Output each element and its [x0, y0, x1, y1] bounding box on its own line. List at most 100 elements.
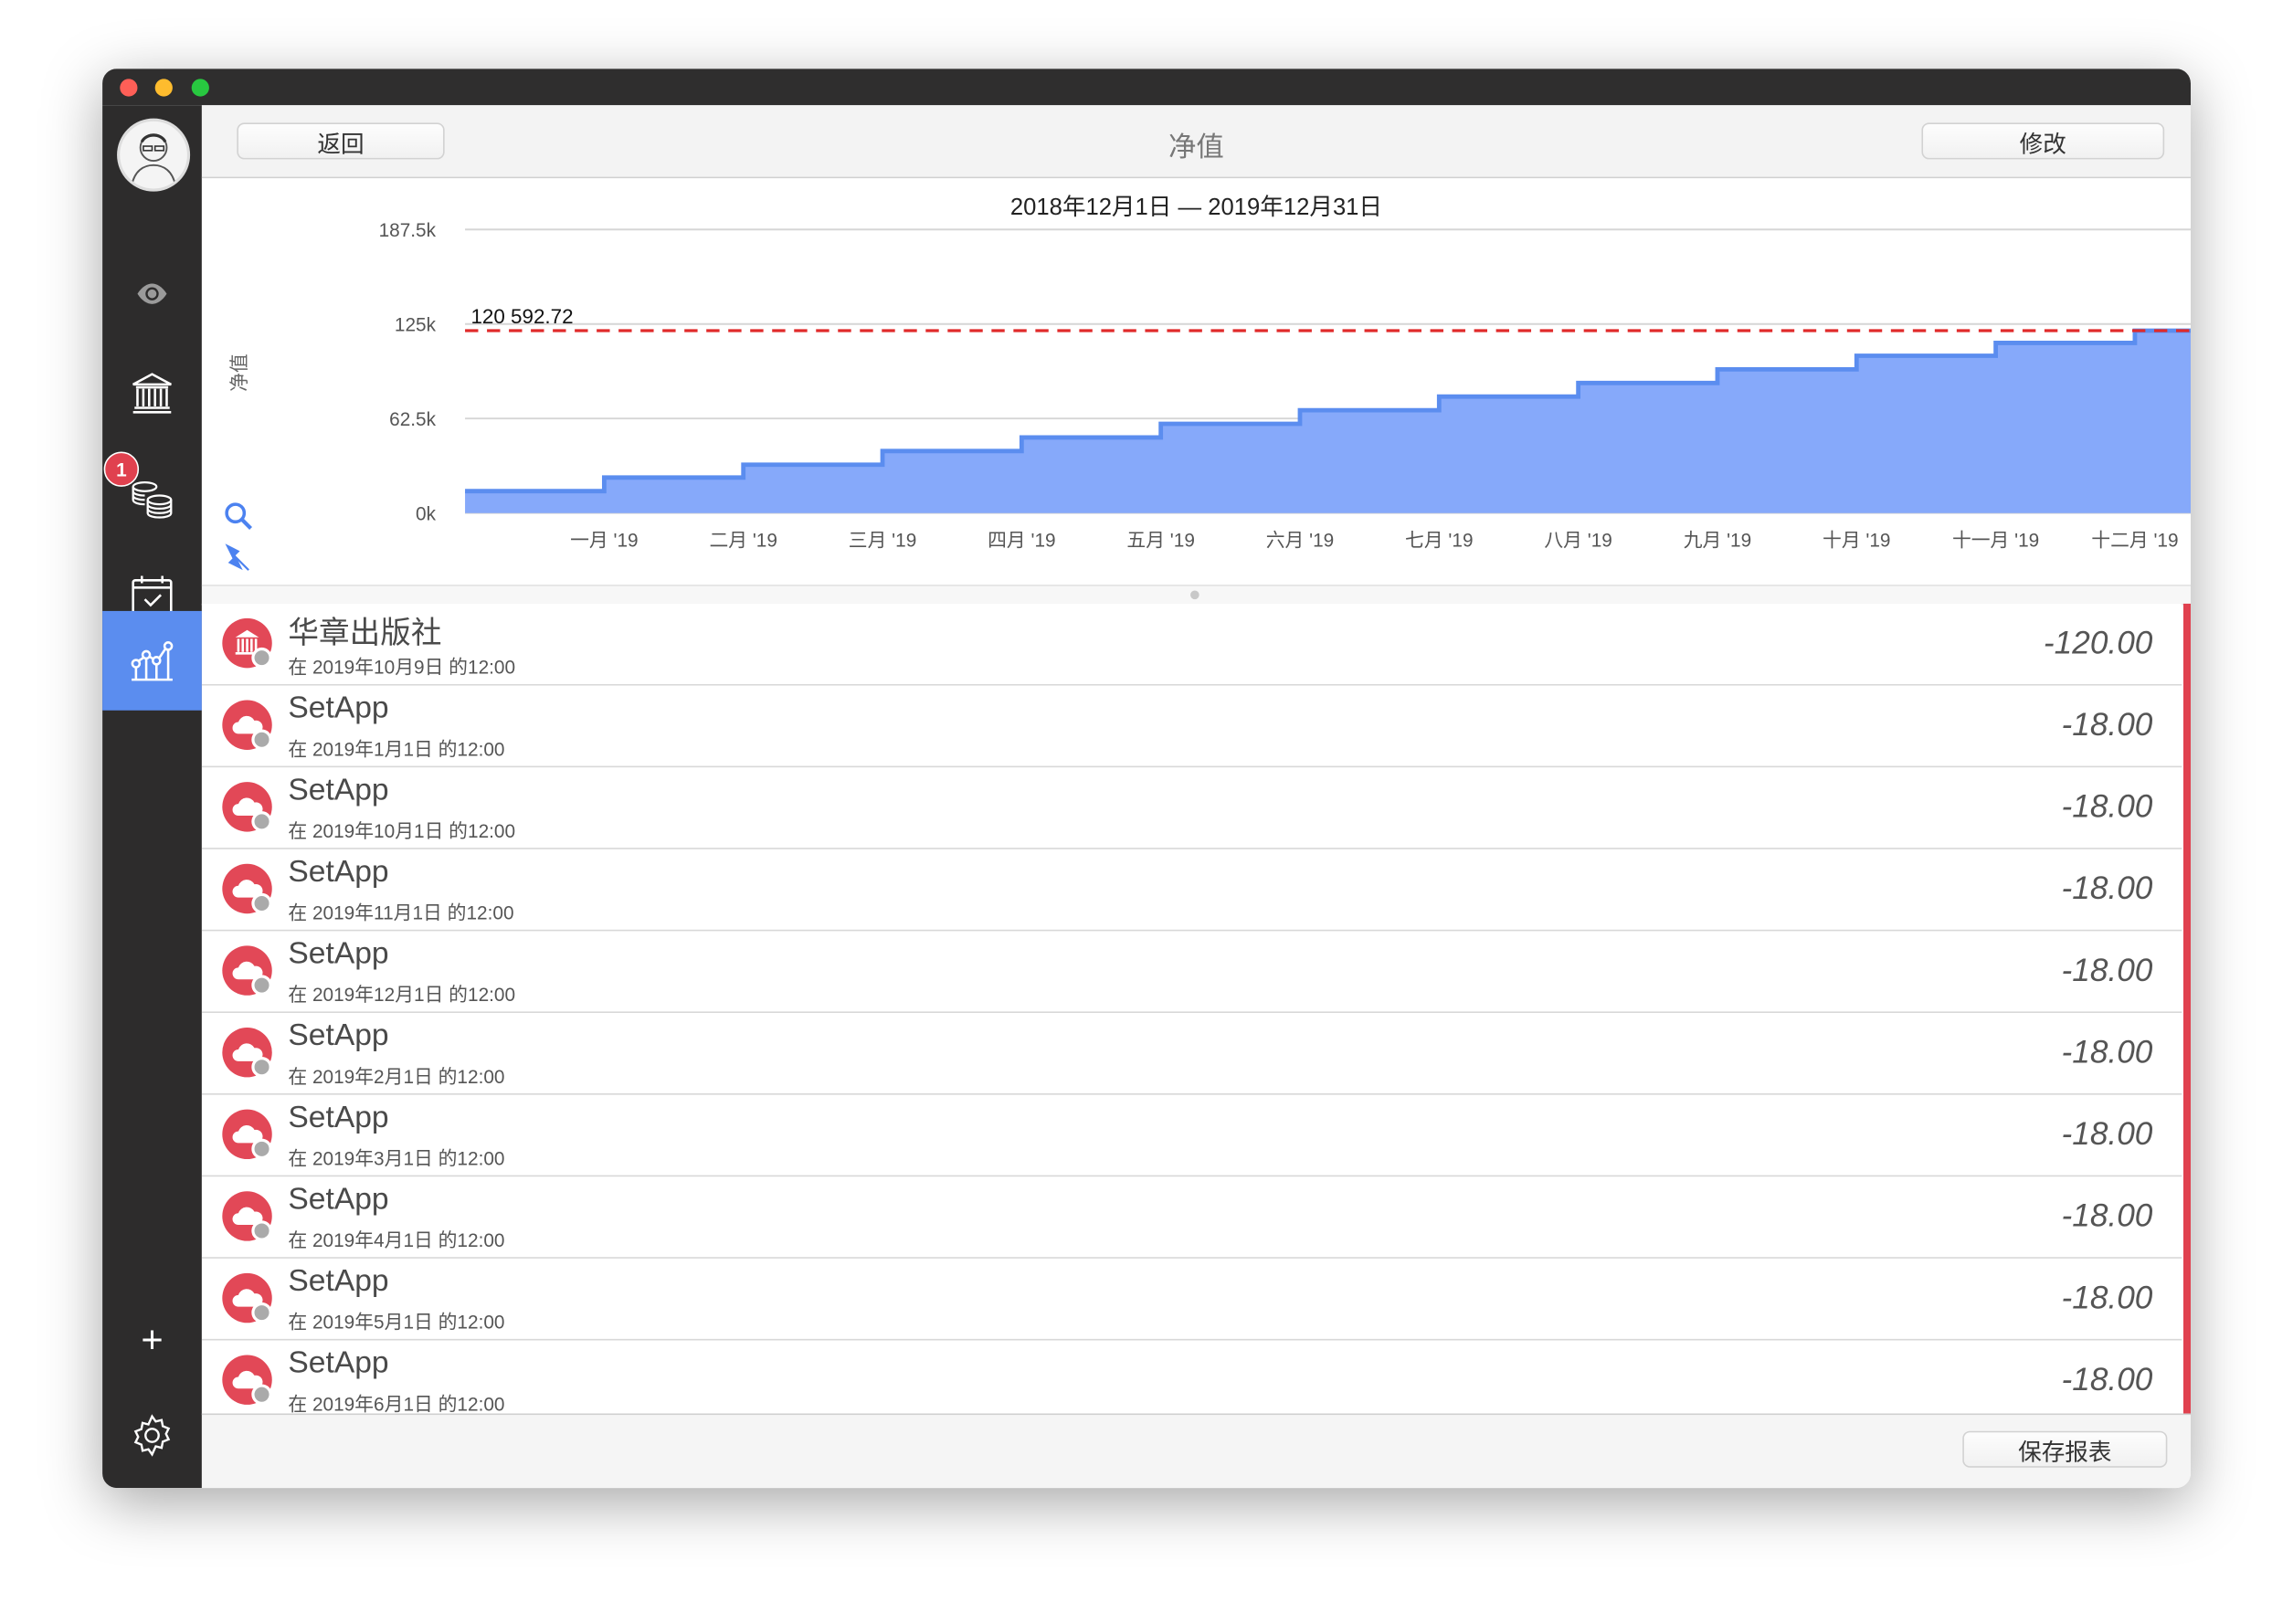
gear-icon	[133, 1414, 171, 1457]
transaction-icon	[222, 1191, 272, 1241]
transaction-name: SetApp	[288, 855, 389, 889]
x-tick-label: 八月 '19	[1544, 531, 1611, 552]
transaction-amount: -18.00	[2061, 787, 2153, 825]
chart-icon	[131, 641, 174, 681]
toolbar: 返回 净值 修改	[201, 105, 2191, 179]
title-bar	[102, 69, 2191, 106]
cloud-icon	[232, 1289, 263, 1307]
transaction-list: 华章出版社在 2019年10月9日 的12:00 -120.00 SetApp 在 2…	[201, 603, 2182, 1416]
sidebar-item-accounts[interactable]	[102, 343, 202, 443]
status-dot	[251, 729, 272, 750]
transaction-name: SetApp	[288, 1018, 389, 1053]
transaction-row[interactable]: SetApp 在 2019年2月1日 的12:00 -18.00	[201, 1013, 2182, 1095]
transaction-icon	[222, 1272, 272, 1323]
transaction-date: 在 2019年6月1日 的12:00	[288, 1393, 505, 1416]
x-tick-label: 十二月 '19	[2091, 531, 2178, 552]
transaction-row[interactable]: SetApp 在 2019年3月1日 的12:00 -18.00	[201, 1095, 2182, 1177]
x-tick-label: 十月 '19	[1823, 531, 1890, 552]
page-title: 净值	[1168, 132, 1224, 164]
status-dot	[251, 1138, 272, 1160]
cloud-icon	[232, 1124, 263, 1144]
cloud-icon	[232, 1207, 263, 1226]
x-tick-label: 六月 '19	[1266, 531, 1334, 552]
transaction-amount: -18.00	[2061, 1115, 2153, 1153]
transaction-row[interactable]: 华章出版社在 2019年10月9日 的12:00 -120.00	[201, 604, 2182, 686]
cloud-icon	[232, 1043, 263, 1061]
sidebar-item-reports[interactable]	[102, 610, 202, 711]
y-axis-label: 净值	[229, 353, 250, 392]
transaction-amount: -18.00	[2061, 1033, 2153, 1070]
transaction-date: 在 2019年1月1日 的12:00	[288, 738, 505, 761]
x-tick-label: 四月 '19	[988, 531, 1055, 552]
status-dot	[251, 1384, 272, 1405]
split-handle-grip[interactable]	[1190, 590, 1199, 600]
bank-icon	[132, 373, 172, 414]
transaction-icon	[222, 1028, 272, 1078]
pin-icon[interactable]	[225, 543, 249, 571]
sidebar-item-transactions[interactable]	[102, 443, 202, 543]
transaction-row[interactable]: SetApp 在 2019年10月1日 的12:00 -18.00	[201, 767, 2182, 849]
transaction-row[interactable]: SetApp 在 2019年4月1日 的12:00 -18.00	[201, 1176, 2182, 1259]
app-window: 1 + 返回 净值 修改 2018年12月1日 — 2019年12月31日 12…	[102, 69, 2191, 1489]
chart-svg: 120 592.72 0k 62.5k 125k 187.5k 一月 '19 二月 '19 三…	[225, 220, 2191, 571]
add-button[interactable]: +	[141, 1316, 164, 1361]
cloud-icon	[232, 1370, 263, 1389]
transaction-name: SetApp	[288, 1101, 389, 1134]
transaction-date: 在 2019年2月1日 的12:00	[288, 1065, 505, 1088]
minimize-button[interactable]	[154, 79, 173, 97]
transaction-icon	[222, 617, 272, 669]
y-tick-label: 62.5k	[389, 409, 436, 430]
status-dot	[251, 1057, 272, 1078]
transaction-date: 在 2019年12月1日 的12:00	[288, 984, 516, 1007]
transaction-name: 华章出版社	[288, 617, 442, 651]
scrollbar[interactable]	[2182, 603, 2191, 1416]
area-fill	[465, 331, 2191, 513]
transaction-icon	[222, 1355, 272, 1405]
back-button[interactable]: 返回	[237, 122, 445, 160]
transaction-row[interactable]: SetApp 在 2019年11月1日 的12:00 -18.00	[201, 849, 2182, 932]
zoom-button[interactable]	[191, 79, 209, 97]
transaction-name: SetApp	[288, 1182, 389, 1217]
main-panel: 返回 净值 修改 2018年12月1日 — 2019年12月31日 120 59…	[201, 105, 2191, 1489]
reference-label: 120 592.72	[470, 305, 573, 328]
y-tick-label: 0k	[416, 504, 437, 525]
status-dot	[251, 1220, 272, 1241]
transaction-name: SetApp	[288, 1345, 389, 1380]
split-handle[interactable]	[201, 585, 2191, 606]
transaction-row[interactable]: SetApp 在 2019年1月1日 的12:00 -18.00	[201, 686, 2182, 768]
net-worth-chart: 2018年12月1日 — 2019年12月31日 120 592.72 0k 62.…	[201, 178, 2191, 585]
series-line	[465, 328, 2191, 494]
transactions-badge: 1	[103, 451, 140, 487]
transaction-name: SetApp	[288, 1264, 389, 1299]
magnifier-icon[interactable]	[225, 502, 253, 530]
y-tick-label: 187.5k	[379, 220, 437, 241]
x-tick-label: 七月 '19	[1405, 531, 1473, 552]
transaction-date: 在 2019年4月1日 的12:00	[288, 1229, 505, 1251]
transaction-amount: -18.00	[2061, 1360, 2153, 1397]
edit-button[interactable]: 修改	[1921, 122, 2165, 160]
close-button[interactable]	[120, 79, 138, 97]
transaction-date: 在 2019年10月1日 的12:00	[288, 819, 516, 842]
settings-button[interactable]	[102, 1386, 202, 1485]
cloud-icon	[232, 961, 263, 980]
avatar[interactable]	[117, 118, 191, 192]
transaction-amount: -18.00	[2061, 951, 2153, 988]
save-report-button[interactable]: 保存报表	[1962, 1430, 2168, 1468]
transaction-row[interactable]: SetApp 在 2019年12月1日 的12:00 -18.00	[201, 931, 2182, 1014]
transaction-date: 在 2019年11月1日 的12:00	[288, 902, 514, 924]
status-dot	[251, 647, 272, 669]
cloud-icon	[232, 715, 263, 734]
x-tick-label: 五月 '19	[1126, 531, 1194, 552]
transaction-row[interactable]: SetApp 在 2019年6月1日 的12:00 -18.00	[202, 1340, 2182, 1415]
status-dot	[251, 811, 272, 832]
transaction-icon	[222, 863, 272, 914]
transaction-row[interactable]: SetApp 在 2019年5月1日 的12:00 -18.00	[201, 1259, 2182, 1341]
transaction-amount: -18.00	[2061, 870, 2153, 907]
transaction-date: 在 2019年3月1日 的12:00	[288, 1147, 505, 1170]
sidebar-item-overview[interactable]	[102, 244, 202, 343]
y-tick-label: 125k	[395, 315, 437, 336]
cloud-icon	[232, 797, 263, 816]
x-tick-label: 一月 '19	[570, 531, 638, 552]
chart-title: 2018年12月1日 — 2019年12月31日	[1009, 195, 1383, 221]
